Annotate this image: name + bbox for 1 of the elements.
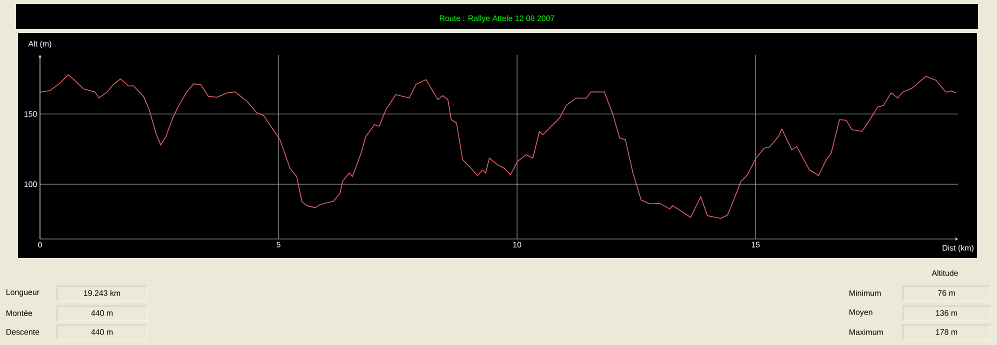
line-series <box>40 74 956 219</box>
